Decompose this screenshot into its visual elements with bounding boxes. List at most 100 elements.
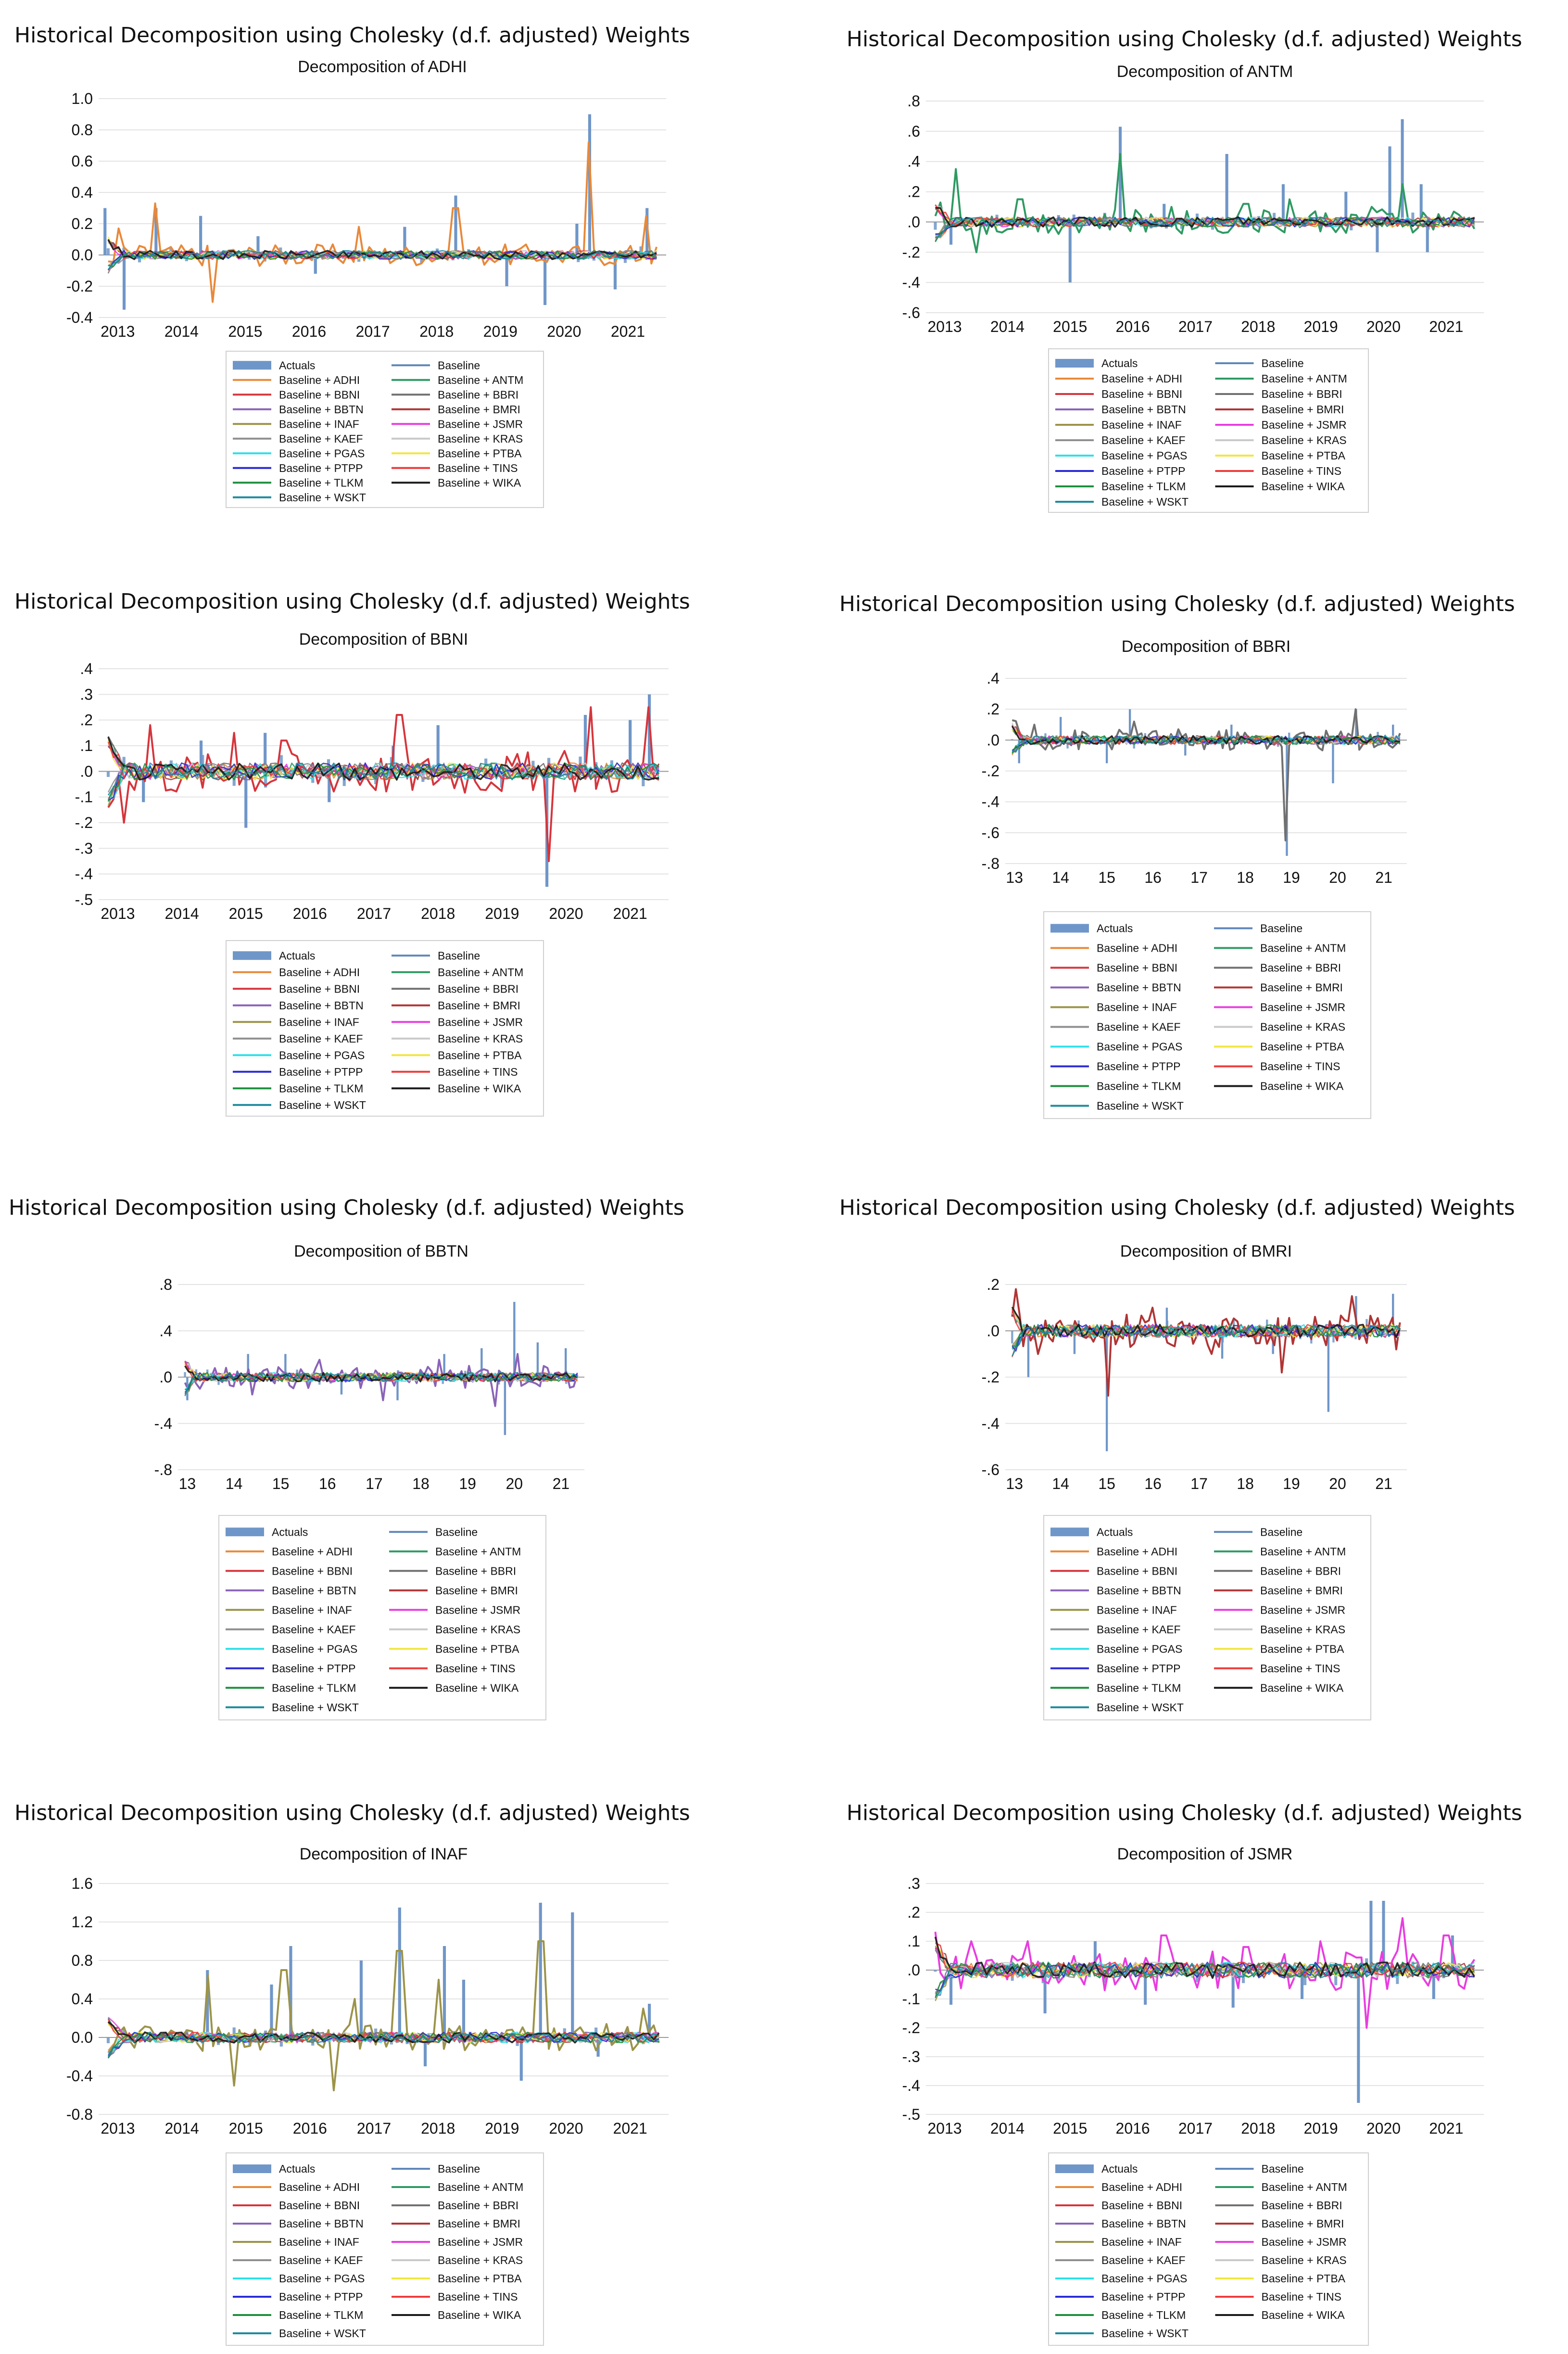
x-tick-label: 2018 <box>1241 2120 1275 2137</box>
actuals-bar <box>1163 204 1166 222</box>
actuals-bar <box>1419 184 1423 222</box>
y-tick-label: .0 <box>907 1961 920 1979</box>
y-tick-label: .0 <box>907 213 920 230</box>
legend-label: Baseline + JSMR <box>438 418 523 430</box>
x-tick-label: 2020 <box>1366 318 1401 335</box>
series-line-baseline-bbtn <box>184 1353 579 1407</box>
y-tick-label: -.6 <box>982 824 999 841</box>
legend-label: Baseline + PTBA <box>438 2272 522 2285</box>
x-tick-label: 13 <box>179 1475 196 1492</box>
legend-label: Actuals <box>1101 357 1138 369</box>
legend-label: Baseline + PTBA <box>438 447 522 459</box>
legend-label: Baseline + WIKA <box>1262 2309 1345 2321</box>
legend-label: Baseline + JSMR <box>438 1016 523 1028</box>
actuals-bar <box>583 715 587 772</box>
legend-label: Baseline + BBTN <box>1101 2217 1186 2230</box>
x-tick-label: 2013 <box>101 905 135 922</box>
actuals-bar <box>647 2004 651 2037</box>
actuals-bar <box>359 1960 363 2037</box>
legend-label: Baseline + KAEF <box>1101 2254 1186 2266</box>
legend-label: Baseline + TLKM <box>279 476 363 489</box>
series-line-baseline-wika <box>107 2021 660 2044</box>
actuals-bar <box>270 1985 273 2037</box>
x-tick-label: 16 <box>1144 869 1162 886</box>
legend-label: Baseline + TINS <box>1262 2290 1341 2303</box>
x-tick-label: 2014 <box>990 318 1024 335</box>
legend-label: Baseline + BMRI <box>438 2217 520 2230</box>
actuals-bar <box>1011 1331 1013 1344</box>
y-tick-label: .1 <box>907 1933 920 1950</box>
x-tick-label: 20 <box>1329 1475 1346 1492</box>
legend-label: Baseline + JSMR <box>1260 1001 1345 1014</box>
legend-label: Baseline + ANTM <box>438 374 523 386</box>
chart-panel-bbri: Historical Decomposition using Cholesky … <box>784 588 1568 1177</box>
y-tick-label: 1.0 <box>72 90 93 107</box>
legend-label: Baseline + WIKA <box>1262 480 1345 493</box>
actuals-bar <box>201 755 204 772</box>
x-tick-label: 2021 <box>613 905 647 922</box>
legend-label: Baseline + ANTM <box>438 966 523 979</box>
legend-label: Baseline + PGAS <box>279 1049 365 1061</box>
chart-panel-inaf: Historical Decomposition using Cholesky … <box>0 1765 784 2354</box>
chart-title: Decomposition of ANTM <box>1117 63 1293 81</box>
y-tick-label: .8 <box>159 1276 172 1293</box>
actuals-bar <box>1105 1331 1108 1451</box>
legend-label: Baseline + ANTM <box>1262 2181 1347 2193</box>
actuals-bar <box>500 771 503 788</box>
y-tick-label: 1.6 <box>72 1875 93 1892</box>
legend-label: Baseline + TLKM <box>1097 1681 1181 1694</box>
y-tick-label: -.4 <box>75 865 93 883</box>
x-tick-label: 2013 <box>928 318 962 335</box>
chart-title: Decomposition of INAF <box>300 1845 468 1863</box>
chart-svg-bbtn: Historical Decomposition using Cholesky … <box>9 1196 684 1720</box>
x-tick-label: 2014 <box>164 2120 199 2137</box>
x-tick-label: 2019 <box>1304 318 1338 335</box>
legend-label: Baseline + JSMR <box>1262 419 1347 431</box>
x-tick-label: 21 <box>553 1475 570 1492</box>
actuals-bar <box>1427 1970 1430 1974</box>
actuals-bar <box>1011 1970 1014 1981</box>
series-line-baseline-tins <box>935 1942 1475 1979</box>
legend-label: Baseline <box>1262 357 1304 369</box>
legend-label: Baseline + BBRI <box>435 1565 516 1577</box>
y-tick-label: .4 <box>80 660 93 677</box>
actuals-bar <box>1392 725 1394 740</box>
actuals-bar <box>122 2028 126 2037</box>
chart-title: Decomposition of BMRI <box>1120 1242 1292 1260</box>
series-line-baseline-wskt <box>1012 1323 1401 1357</box>
actuals-bar <box>1230 725 1233 740</box>
actuals-bar <box>284 1354 287 1377</box>
actuals-bar <box>1073 1331 1076 1354</box>
y-tick-label: .0 <box>986 1322 999 1339</box>
chart-title: Decomposition of BBTN <box>294 1242 468 1260</box>
x-tick-label: 18 <box>1237 1475 1254 1492</box>
legend-label: Baseline + WSKT <box>279 1099 366 1111</box>
actuals-bar <box>1392 1294 1394 1331</box>
legend-label: Baseline + BBRI <box>1260 962 1341 974</box>
x-tick-label: 15 <box>1098 869 1115 886</box>
legend-label: Baseline + PTBA <box>438 1049 522 1061</box>
x-tick-label: 2020 <box>549 2120 583 2137</box>
legend-label: Baseline + KRAS <box>1260 1021 1345 1033</box>
legend-box <box>1048 348 1369 513</box>
y-tick-label: -.5 <box>75 891 93 908</box>
actuals-bar <box>154 208 158 255</box>
y-tick-label: -0.4 <box>66 309 93 326</box>
actuals-bar <box>106 771 110 777</box>
chart-panel-adhi: Historical Decomposition using Cholesky … <box>0 0 784 588</box>
chart-panel-bbtn: Historical Decomposition using Cholesky … <box>0 1177 784 1765</box>
y-tick-label: -.3 <box>75 840 93 857</box>
legend-label: Baseline <box>435 1526 478 1538</box>
x-tick-label: 14 <box>1052 1475 1069 1492</box>
y-tick-label: 0.4 <box>72 184 93 201</box>
x-tick-label: 2019 <box>485 905 519 922</box>
actuals-bar <box>307 1377 310 1386</box>
chart-panel-bmri: Historical Decomposition using Cholesky … <box>784 1177 1568 1765</box>
x-tick-label: 2017 <box>357 905 391 922</box>
x-tick-label: 2015 <box>1053 318 1087 335</box>
legend-label: Baseline + TINS <box>438 462 518 474</box>
legend-label: Baseline + PTBA <box>435 1642 519 1655</box>
chart-svg-inaf: Historical Decomposition using Cholesky … <box>14 1801 690 2346</box>
main-title: Historical Decomposition using Cholesky … <box>839 1196 1515 1220</box>
legend-label: Baseline + BBRI <box>438 2199 518 2212</box>
